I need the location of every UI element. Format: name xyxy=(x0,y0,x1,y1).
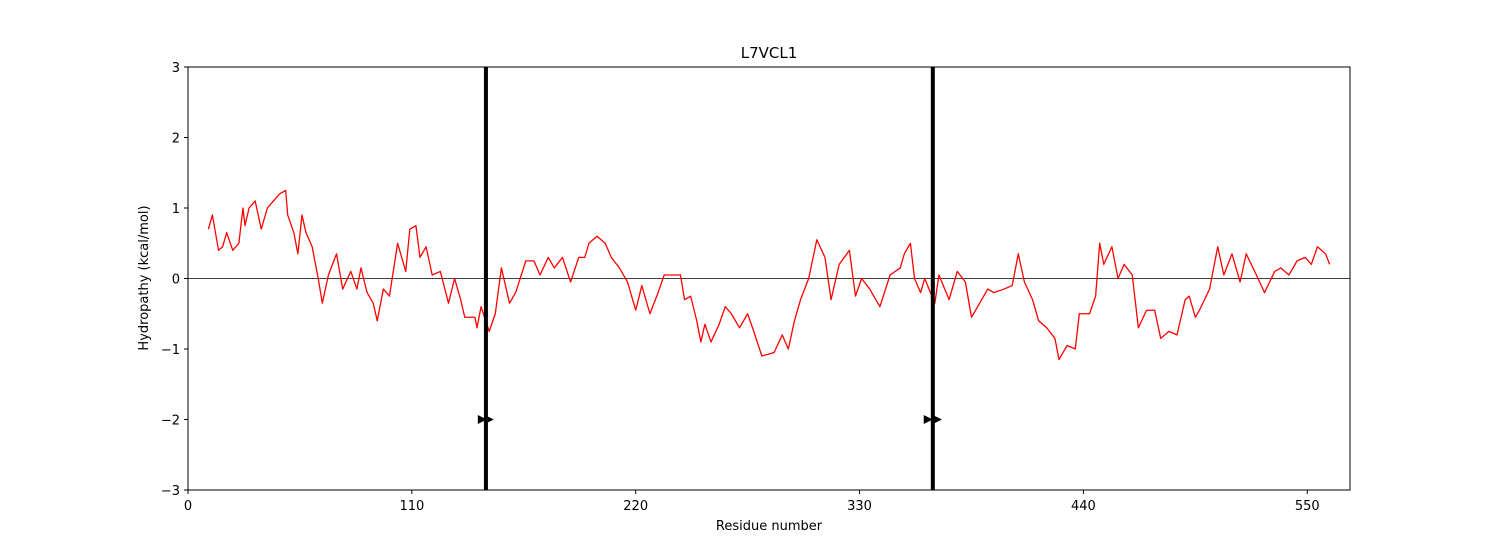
boundary-marker xyxy=(484,415,494,424)
boundary-marker xyxy=(923,415,933,424)
y-tick-label: 2 xyxy=(172,132,180,147)
x-tick-label: 440 xyxy=(1071,499,1096,514)
x-tick-label: 0 xyxy=(184,499,192,514)
plot-frame xyxy=(187,66,1351,491)
y-axis-label: Hydropathy (kcal/mol) xyxy=(137,205,152,350)
x-tick-label: 220 xyxy=(623,499,648,514)
y-tick-label: −2 xyxy=(161,414,180,429)
x-tick-label: 550 xyxy=(1295,499,1320,514)
boundary-marker xyxy=(932,415,942,424)
hydropathy-line xyxy=(207,189,1331,361)
x-axis-label: Residue number xyxy=(716,519,823,534)
y-tick-label: −1 xyxy=(161,343,180,358)
y-tick-label: −3 xyxy=(161,484,180,499)
y-tick-label: 1 xyxy=(172,202,180,217)
x-tick-label: 110 xyxy=(399,499,424,514)
boundary-marker xyxy=(477,415,487,424)
y-tick-label: 0 xyxy=(172,273,180,288)
chart-title: L7VCL1 xyxy=(741,44,798,62)
x-tick-label: 330 xyxy=(847,499,872,514)
y-tick-label: 3 xyxy=(172,61,180,76)
